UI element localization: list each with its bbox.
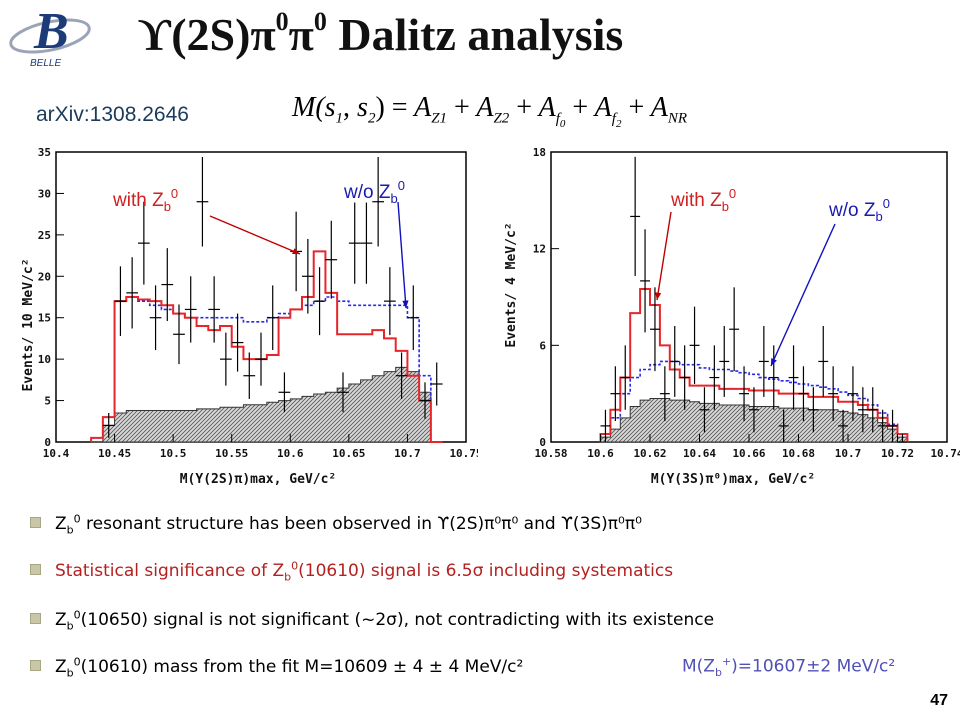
label-wo-zb0: w/o Zb0 <box>343 178 405 206</box>
y-tick-label: 25 <box>38 229 51 242</box>
label-with-zb0: with Zb0 <box>112 186 178 214</box>
x-tick-label: 10.6 <box>587 447 614 460</box>
xlabel: M(Y(2S)π)max, GeV/c² <box>180 472 337 487</box>
page-title: ϒ(2S)π0π0 Dalitz analysis <box>138 7 624 61</box>
arrow-wo-zb0-head <box>402 300 409 308</box>
x-tick-label: 10.45 <box>98 447 131 460</box>
y-tick-label: 30 <box>38 187 51 200</box>
y-tick-label: 10 <box>38 353 51 366</box>
ylabel: Events/ 4 MeV/c² <box>504 222 519 347</box>
fit-without-zb0-line <box>90 296 443 443</box>
histogram-ups3s-svg: 10.58 10.6 10.62 10.64 10.66 10.68 10.7 10.72 10… <box>504 146 960 487</box>
x-tick-label: 10.75 <box>449 447 478 460</box>
y-tick-label: 35 <box>38 146 51 159</box>
x-tick-label: 10.72 <box>881 447 914 460</box>
y-tick-label: 12 <box>533 243 546 256</box>
x-tick-label: 10.5 <box>160 447 187 460</box>
x-tick-label: 10.64 <box>683 447 716 460</box>
y-tick-label: 0 <box>44 436 51 449</box>
label-wo-zb0: w/o Zb0 <box>828 196 890 224</box>
fit-with-zb0-line <box>599 287 909 442</box>
x-tick-label: 10.6 <box>277 447 304 460</box>
bullet-item: Zb0 resonant structure has been observed… <box>30 512 642 536</box>
ylabel: Events/ 10 MeV/c² <box>21 258 36 391</box>
belle-logo: B BELLE <box>9 4 91 69</box>
fit-without-zb0-line <box>599 360 909 442</box>
x-tick-label: 10.7 <box>394 447 421 460</box>
x-tick-label: 10.58 <box>534 447 567 460</box>
y-tick-label: 5 <box>44 395 51 408</box>
background-histogram <box>91 366 443 443</box>
y-tick-label: 6 <box>539 339 546 352</box>
charged-mass-note: M(Zb+)=10607±2 MeV/c² <box>682 655 896 680</box>
y-tick-label: 18 <box>533 146 546 159</box>
logo-label: BELLE <box>30 58 61 69</box>
x-tick-label: 10.62 <box>633 447 666 460</box>
histogram-ups3s: 10.58 10.6 10.62 10.64 10.66 10.68 10.7 10.72 10… <box>493 140 960 496</box>
bullet-marker <box>30 516 41 528</box>
y-tick-label: 15 <box>38 312 51 325</box>
y-tick-label: 20 <box>38 270 51 283</box>
arrow-wo-zb0-head <box>771 358 777 366</box>
bullet-marker <box>30 659 41 671</box>
arrow-wo-zb0 <box>397 201 407 309</box>
label-with-zb0: with Zb0 <box>670 186 736 214</box>
arxiv-reference: arXiv:1308.2646 <box>36 103 189 126</box>
arrow-with-zb0 <box>209 215 301 255</box>
y-tick-label: 0 <box>539 436 546 449</box>
x-tick-label: 10.55 <box>215 447 248 460</box>
xlabel: M(Y(3S)π⁰)max, GeV/c² <box>651 472 815 487</box>
histogram-ups2s: 10.4 10.45 10.5 10.55 10.6 10.65 10.7 10.75 0 5 10… <box>8 140 478 496</box>
bullet-item: Statistical significance of Zb0(10610) s… <box>30 559 673 583</box>
arrow-with-zb0-head <box>292 248 300 255</box>
x-tick-label: 10.66 <box>732 447 765 460</box>
x-tick-label: 10.74 <box>930 447 960 460</box>
x-tick-label: 10.4 <box>43 447 70 460</box>
page-number: 47 <box>930 692 948 709</box>
x-tick-label: 10.65 <box>332 447 365 460</box>
histogram-ups2s-svg: 10.4 10.45 10.5 10.55 10.6 10.65 10.7 10.75 0 5 10… <box>21 146 478 487</box>
bullet-item: Zb0(10610) mass from the fit M=10609 ± 4… <box>30 655 523 679</box>
bullet-marker <box>30 612 41 624</box>
x-tick-label: 10.68 <box>782 447 815 460</box>
svg-text:B: B <box>33 4 69 60</box>
arrow-wo-zb0 <box>770 223 836 367</box>
bullet-item: Zb0(10650) signal is not significant (~2… <box>30 608 714 632</box>
arrow-with-zb0-head <box>655 292 662 300</box>
x-tick-label: 10.7 <box>835 447 862 460</box>
arrow-with-zb0 <box>656 211 672 301</box>
bullet-marker <box>30 563 41 575</box>
amplitude-formula: M(s1, s2) = AZ1 + AZ2 + Af0 + Af2 + ANR <box>292 92 688 130</box>
